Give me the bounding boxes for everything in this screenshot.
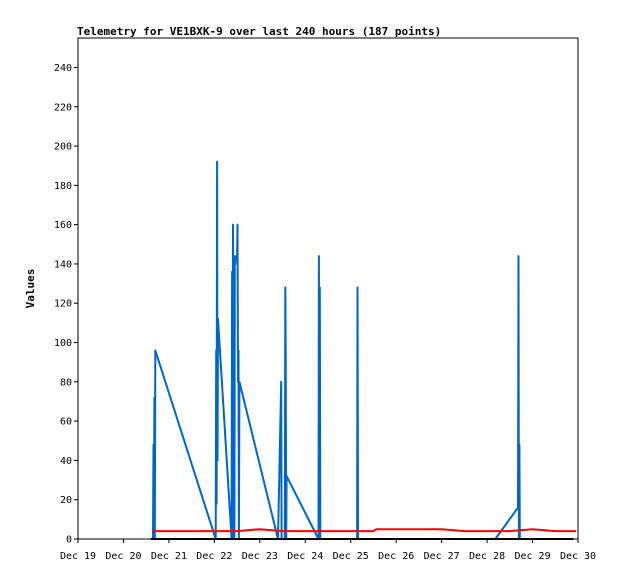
series-layer xyxy=(150,160,577,540)
y-tick-label: 0 xyxy=(66,535,72,546)
y-tick-label: 200 xyxy=(54,142,72,153)
x-tick-label: Dec 27 xyxy=(424,551,460,562)
x-axis: Dec 19 Dec 20 Dec 21 Dec 22 Dec 23 Dec 24 Dec … xyxy=(60,539,596,562)
x-tick-label: Dec 23 xyxy=(242,551,278,562)
x-tick-label: Dec 19 xyxy=(60,551,96,562)
x-tick-label: Dec 26 xyxy=(378,551,414,562)
x-tick-label: Dec 30 xyxy=(560,551,596,562)
x-tick-label: Dec 20 xyxy=(105,551,141,562)
y-tick-label: 100 xyxy=(54,338,72,349)
y-tick-label: 60 xyxy=(60,417,72,428)
x-tick-label: Dec 29 xyxy=(514,551,550,562)
x-tick-label: Dec 28 xyxy=(469,551,505,562)
x-tick-label: Dec 24 xyxy=(287,551,323,562)
y-tick-label: 240 xyxy=(54,63,72,74)
series-line-0 xyxy=(152,160,523,540)
y-tick-label: 120 xyxy=(54,299,72,310)
y-tick-label: 160 xyxy=(54,220,72,231)
x-tick-label: Dec 22 xyxy=(196,551,232,562)
y-tick-label: 80 xyxy=(60,377,72,388)
y-axis-label: Values xyxy=(24,269,37,309)
x-tick-label: Dec 21 xyxy=(151,551,187,562)
y-tick-label: 40 xyxy=(60,456,72,467)
y-tick-label: 180 xyxy=(54,181,72,192)
y-tick-label: 20 xyxy=(60,495,72,506)
series-line-1 xyxy=(153,528,577,533)
chart-title: Telemetry for VE1BXK-9 over last 240 hou… xyxy=(77,25,441,38)
y-tick-label: 220 xyxy=(54,102,72,113)
y-tick-label: 140 xyxy=(54,259,72,270)
y-axis: 0 20 40 60 80 100 120 140 160 180 200 220 240 xyxy=(54,63,78,546)
x-tick-label: Dec 25 xyxy=(333,551,369,562)
